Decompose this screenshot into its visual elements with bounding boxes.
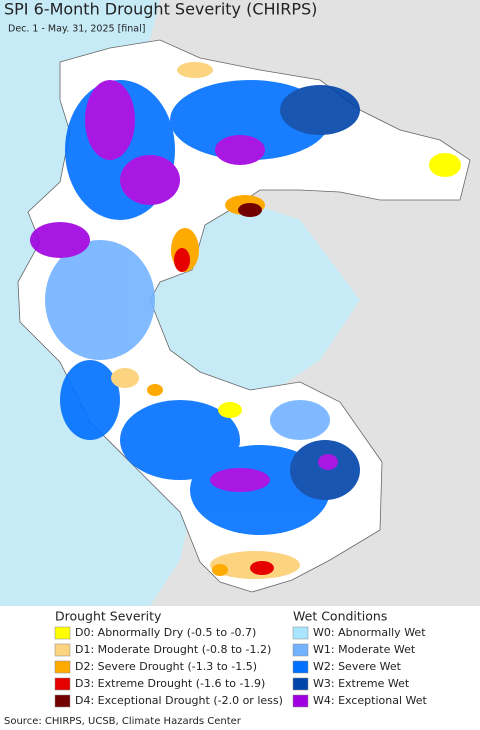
legend-swatch <box>292 694 309 708</box>
legend-swatch <box>292 660 309 674</box>
legend-label: D2: Severe Drought (-1.3 to -1.5) <box>75 660 257 673</box>
legend-label: W1: Moderate Wet <box>313 643 416 656</box>
legend-label: W0: Abnormally Wet <box>313 626 426 639</box>
legend-swatch <box>54 626 71 640</box>
legend-heading: Drought Severity <box>55 609 162 624</box>
wet-areas <box>30 80 360 535</box>
legend-heading: Wet Conditions <box>293 609 387 624</box>
legend-label: W4: Exceptional Wet <box>313 694 428 707</box>
legend-swatch <box>292 677 309 691</box>
legend-label: W2: Severe Wet <box>313 660 402 673</box>
legend-swatch <box>54 694 71 708</box>
legend-label: D3: Extreme Drought (-1.6 to -1.9) <box>75 677 265 690</box>
legend-panel <box>0 606 480 730</box>
legend-label: D1: Moderate Drought (-0.8 to -1.2) <box>75 643 271 656</box>
title: SPI 6-Month Drought Severity (CHIRPS) <box>4 0 317 19</box>
legend-swatch <box>292 626 309 640</box>
legend-label: D0: Abnormally Dry (-0.5 to -0.7) <box>75 626 256 639</box>
subtitle: Dec. 1 - May. 31, 2025 [final] <box>8 24 145 35</box>
legend-swatch <box>54 677 71 691</box>
map <box>0 0 480 606</box>
source: Source: CHIRPS, UCSB, Climate Hazards Ce… <box>4 716 242 727</box>
legend-label: D4: Exceptional Drought (-2.0 or less) <box>75 694 283 707</box>
legend-swatch <box>292 643 309 657</box>
legend-swatch <box>54 660 71 674</box>
legend-swatch <box>54 643 71 657</box>
dry-areas <box>111 62 461 579</box>
legend-label: W3: Extreme Wet <box>313 677 410 690</box>
